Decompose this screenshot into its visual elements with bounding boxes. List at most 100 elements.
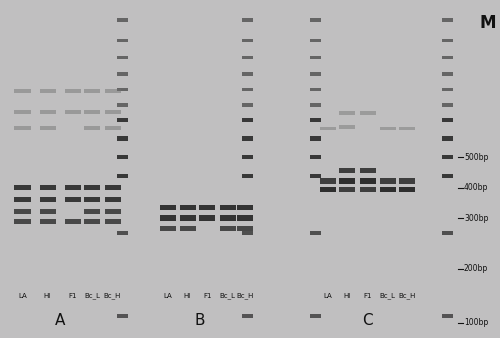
Bar (380, 187, 396, 192)
Bar (14, 110, 30, 114)
Bar (117, 155, 128, 159)
Bar (310, 174, 320, 178)
Bar (40, 185, 56, 190)
Bar (320, 187, 336, 192)
Bar (442, 72, 453, 76)
Bar (40, 219, 56, 224)
Bar (310, 88, 320, 92)
Bar (220, 226, 236, 231)
Bar (160, 226, 176, 231)
Bar (117, 314, 128, 318)
Bar (14, 185, 30, 190)
Bar (242, 314, 253, 318)
Bar (14, 126, 30, 130)
Bar (117, 231, 128, 235)
Bar (104, 126, 120, 130)
Bar (117, 136, 128, 141)
Bar (442, 174, 453, 178)
Bar (117, 103, 128, 107)
Bar (310, 55, 320, 59)
Bar (310, 18, 320, 22)
Bar (360, 178, 376, 184)
Text: LA: LA (163, 293, 172, 299)
Bar (64, 89, 80, 93)
Bar (117, 18, 128, 22)
Bar (84, 219, 100, 224)
Text: Bc_L: Bc_L (220, 292, 236, 299)
Bar (442, 155, 453, 159)
Bar (320, 178, 336, 184)
Bar (442, 39, 453, 43)
Bar (84, 197, 100, 202)
Bar (64, 110, 80, 114)
Text: LA: LA (18, 293, 27, 299)
Text: HI: HI (184, 293, 191, 299)
Bar (180, 206, 196, 210)
Bar (237, 206, 253, 210)
Bar (360, 111, 376, 115)
Bar (360, 168, 376, 173)
Bar (242, 118, 253, 122)
Bar (40, 209, 56, 214)
Bar (242, 136, 253, 141)
Bar (442, 118, 453, 122)
Bar (310, 136, 320, 141)
Bar (242, 174, 253, 178)
Bar (117, 55, 128, 59)
Bar (340, 125, 355, 128)
Bar (442, 314, 453, 318)
Bar (117, 88, 128, 92)
Bar (320, 126, 336, 130)
Bar (237, 216, 253, 221)
Text: 200bp: 200bp (464, 264, 488, 273)
Bar (310, 231, 320, 235)
Text: Bc_H: Bc_H (104, 292, 121, 299)
Bar (104, 89, 120, 93)
Bar (14, 197, 30, 202)
Bar (40, 197, 56, 202)
Bar (380, 126, 396, 130)
Text: Bc_H: Bc_H (236, 292, 254, 299)
Bar (84, 110, 100, 114)
Text: B: B (195, 313, 205, 328)
Bar (220, 206, 236, 210)
Bar (117, 72, 128, 76)
Bar (104, 185, 120, 190)
Bar (200, 206, 216, 210)
Bar (104, 110, 120, 114)
Bar (442, 136, 453, 141)
Text: F1: F1 (68, 293, 77, 299)
Bar (84, 126, 100, 130)
Bar (104, 197, 120, 202)
Bar (84, 209, 100, 214)
Bar (442, 231, 453, 235)
Bar (160, 216, 176, 221)
Bar (340, 187, 355, 192)
Text: 500bp: 500bp (464, 153, 488, 162)
Bar (40, 89, 56, 93)
Bar (242, 231, 253, 235)
Text: HI: HI (44, 293, 51, 299)
Bar (14, 209, 30, 214)
Bar (64, 185, 80, 190)
Bar (340, 178, 355, 184)
Bar (242, 55, 253, 59)
Bar (310, 103, 320, 107)
Bar (64, 219, 80, 224)
Bar (117, 39, 128, 43)
Bar (442, 88, 453, 92)
Bar (84, 185, 100, 190)
Text: LA: LA (323, 293, 332, 299)
Bar (400, 178, 415, 184)
Bar (242, 18, 253, 22)
Bar (40, 126, 56, 130)
Bar (84, 89, 100, 93)
Bar (380, 178, 396, 184)
Text: A: A (55, 313, 65, 328)
Bar (310, 72, 320, 76)
Text: F1: F1 (203, 293, 212, 299)
Bar (310, 39, 320, 43)
Bar (340, 111, 355, 115)
Bar (180, 226, 196, 231)
Bar (180, 216, 196, 221)
